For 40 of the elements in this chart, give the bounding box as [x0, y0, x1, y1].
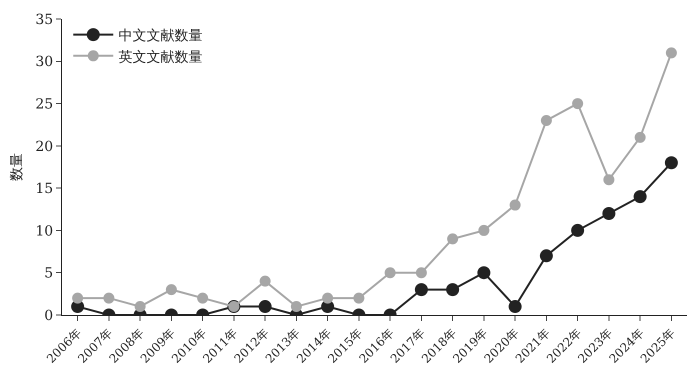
- y-tick-label: 15: [35, 181, 54, 198]
- point: [290, 301, 302, 312]
- point: [384, 267, 396, 278]
- y-tick-label: 20: [35, 138, 54, 155]
- point: [414, 283, 428, 296]
- point: [602, 207, 616, 220]
- point: [103, 292, 114, 304]
- point: [197, 292, 208, 304]
- y-tick-label: 25: [35, 96, 54, 112]
- point: [571, 224, 584, 237]
- point: [353, 292, 364, 304]
- point: [416, 267, 427, 278]
- point: [666, 47, 677, 58]
- point: [510, 200, 521, 211]
- y-axis-title: 数量: [8, 153, 25, 181]
- point: [540, 249, 553, 262]
- point: [634, 132, 646, 143]
- point: [260, 276, 271, 287]
- point: [572, 98, 584, 110]
- point: [72, 292, 84, 304]
- legend-label: 中文文献数量: [118, 28, 202, 44]
- point: [477, 266, 490, 280]
- point: [508, 300, 522, 314]
- point: [134, 301, 146, 312]
- point: [447, 233, 458, 244]
- legend-label: 英文文献数量: [118, 49, 202, 66]
- y-tick-label: 30: [35, 54, 54, 70]
- y-tick-label: 35: [35, 12, 54, 28]
- point: [664, 156, 678, 170]
- point: [603, 174, 614, 186]
- point: [166, 284, 177, 296]
- point: [446, 283, 460, 296]
- point: [478, 224, 490, 236]
- y-tick-label: 10: [35, 223, 54, 240]
- y-tick-label: 5: [44, 266, 54, 282]
- point: [634, 190, 647, 204]
- point: [258, 300, 272, 314]
- y-tick-label: 0: [44, 308, 54, 324]
- point: [540, 114, 552, 126]
- point: [322, 292, 334, 304]
